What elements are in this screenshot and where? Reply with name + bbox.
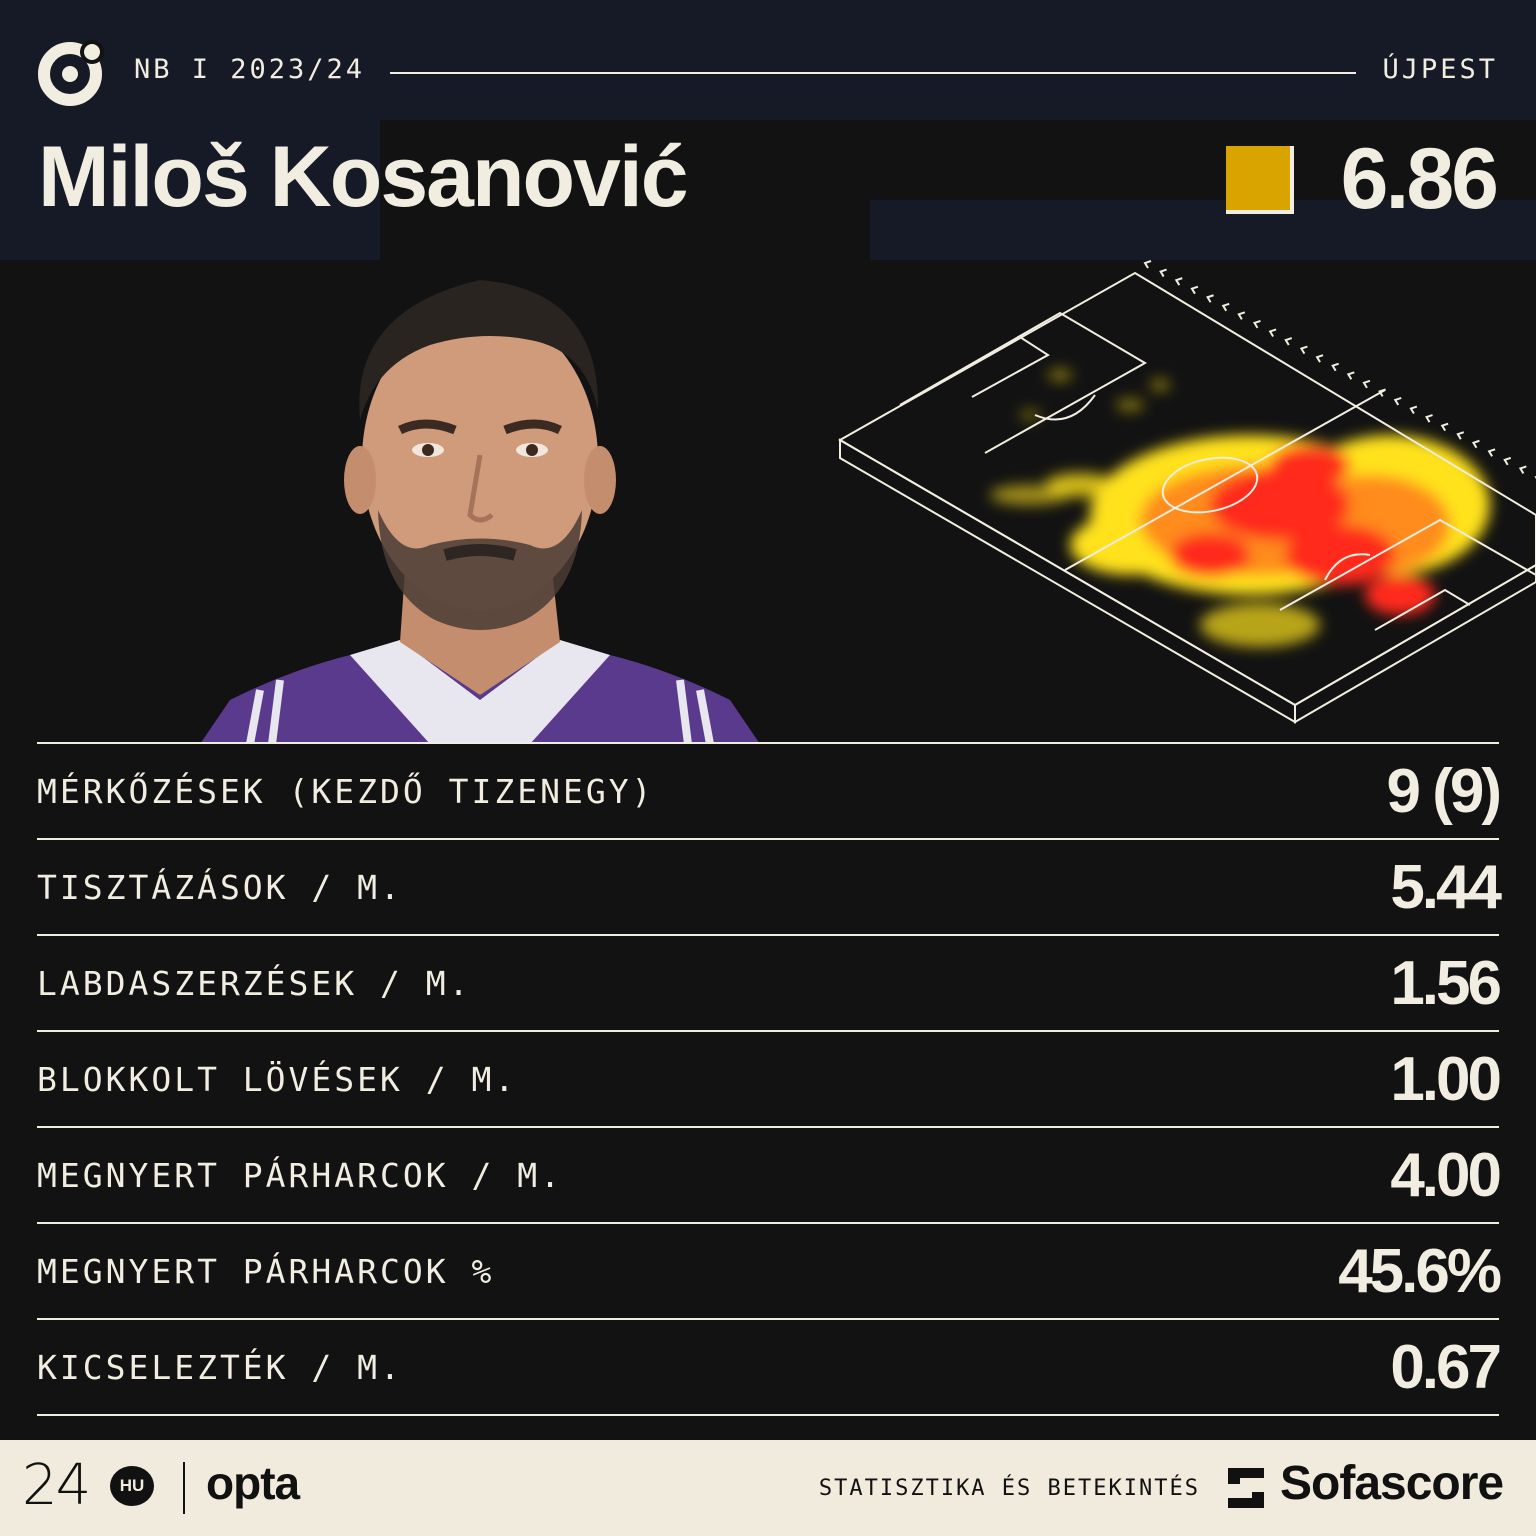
brand-hu-badge: HU bbox=[110, 1466, 154, 1506]
season-label: NB I 2023/24 bbox=[134, 54, 366, 85]
stat-value: 0.67 bbox=[1390, 1332, 1502, 1402]
stat-row: TISZTÁZÁSOK / M. 5.44 bbox=[37, 838, 1502, 934]
stat-value: 4.00 bbox=[1390, 1140, 1502, 1210]
stat-label: LABDASZERZÉSEK / M. bbox=[37, 963, 472, 1003]
rating-color-square bbox=[1226, 146, 1294, 214]
arrow-chevron-icon bbox=[1440, 422, 1449, 432]
footer-caption: STATISZTIKA ÉS BETEKINTÉS bbox=[818, 1476, 1200, 1501]
stat-label: BLOKKOLT LÖVÉSEK / M. bbox=[37, 1059, 518, 1099]
brand-24-logo: 24 bbox=[22, 1453, 91, 1518]
arrow-chevron-icon bbox=[1487, 448, 1496, 457]
arrow-chevron-icon bbox=[1471, 439, 1480, 449]
stat-value: 5.44 bbox=[1390, 852, 1502, 922]
brand-sofascore-logo: Sofascore bbox=[1280, 1457, 1504, 1510]
brand-opta-logo: opta bbox=[206, 1457, 300, 1509]
sofascore-logo-icon bbox=[1228, 1468, 1264, 1508]
arrow-chevron-icon bbox=[1299, 345, 1308, 355]
team-label: ÚJPEST bbox=[1382, 54, 1498, 85]
bg-block bbox=[870, 200, 1536, 260]
arrow-chevron-icon bbox=[1346, 371, 1355, 380]
arrow-chevron-icon bbox=[1143, 260, 1152, 269]
bg-block bbox=[0, 0, 1536, 120]
player-photo bbox=[200, 280, 760, 744]
player-name: Miloš Kosanović bbox=[38, 129, 689, 225]
arrow-chevron-icon bbox=[1268, 328, 1277, 337]
footer-bar: 24 HU opta STATISZTIKA ÉS BETEKINTÉS Sof… bbox=[0, 1440, 1536, 1536]
stat-label: MÉRKŐZÉSEK (KEZDŐ TIZENEGY) bbox=[37, 771, 655, 811]
arrow-chevron-icon bbox=[1331, 362, 1339, 372]
arrow-chevron-icon bbox=[1315, 354, 1324, 363]
stat-row: MEGNYERT PÁRHARCOK / M. 4.00 bbox=[37, 1126, 1502, 1222]
stat-value: 1.00 bbox=[1390, 1044, 1502, 1114]
stat-value: 9 (9) bbox=[1386, 756, 1502, 826]
arrow-chevron-icon bbox=[1425, 414, 1433, 423]
stat-label: TISZTÁZÁSOK / M. bbox=[37, 867, 403, 907]
stat-row: KICSELEZTÉK / M. 0.67 bbox=[37, 1318, 1502, 1416]
sofascore-ring-logo-icon bbox=[38, 40, 104, 106]
stat-value: 1.56 bbox=[1390, 948, 1502, 1018]
stat-row: MEGNYERT PÁRHARCOK % 45.6% bbox=[37, 1222, 1502, 1318]
arrow-chevron-icon bbox=[1237, 311, 1246, 320]
stat-label: KICSELEZTÉK / M. bbox=[37, 1347, 403, 1387]
bg-block bbox=[0, 120, 380, 260]
arrow-chevron-icon bbox=[1284, 337, 1293, 346]
stat-row: BLOKKOLT LÖVÉSEK / M. 1.00 bbox=[37, 1030, 1502, 1126]
arrow-chevron-icon bbox=[1518, 465, 1527, 474]
arrow-chevron-icon bbox=[1409, 405, 1418, 415]
stat-row: LABDASZERZÉSEK / M. 1.56 bbox=[37, 934, 1502, 1030]
arrow-chevron-icon bbox=[1159, 268, 1167, 278]
arrow-chevron-icon bbox=[1190, 285, 1199, 295]
arrow-chevron-icon bbox=[1393, 397, 1402, 406]
heatmap-pitch bbox=[837, 260, 1536, 724]
arrow-chevron-icon bbox=[1252, 319, 1261, 329]
stat-row: MÉRKŐZÉSEK (KEZDŐ TIZENEGY) 9 (9) bbox=[37, 742, 1502, 838]
player-rating: 6.86 bbox=[1340, 131, 1499, 227]
stat-label: MEGNYERT PÁRHARCOK % bbox=[37, 1251, 495, 1291]
stat-label: MEGNYERT PÁRHARCOK / M. bbox=[37, 1155, 563, 1195]
arrow-chevron-icon bbox=[1174, 277, 1183, 286]
arrow-chevron-icon bbox=[1503, 456, 1512, 466]
arrow-chevron-icon bbox=[1221, 302, 1230, 312]
arrow-chevron-icon bbox=[1206, 294, 1214, 303]
footer-separator bbox=[183, 1462, 185, 1514]
arrow-chevron-icon bbox=[1362, 379, 1371, 389]
header-divider bbox=[390, 72, 1356, 74]
stats-table: MÉRKŐZÉSEK (KEZDŐ TIZENEGY) 9 (9) TISZTÁ… bbox=[37, 742, 1502, 1416]
arrow-chevron-icon bbox=[1378, 388, 1386, 397]
attack-direction-arrows bbox=[1143, 260, 1536, 479]
stat-value: 45.6% bbox=[1338, 1236, 1502, 1306]
arrow-chevron-icon bbox=[1456, 431, 1465, 440]
